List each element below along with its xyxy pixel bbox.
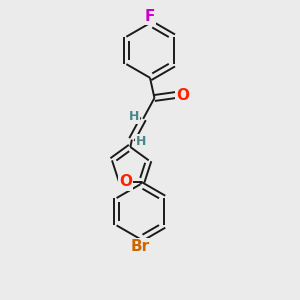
Text: O: O bbox=[176, 88, 189, 103]
Text: O: O bbox=[119, 175, 132, 190]
Text: F: F bbox=[145, 9, 155, 24]
Text: Br: Br bbox=[131, 239, 150, 254]
Text: H: H bbox=[129, 110, 140, 123]
Text: H: H bbox=[136, 136, 146, 148]
